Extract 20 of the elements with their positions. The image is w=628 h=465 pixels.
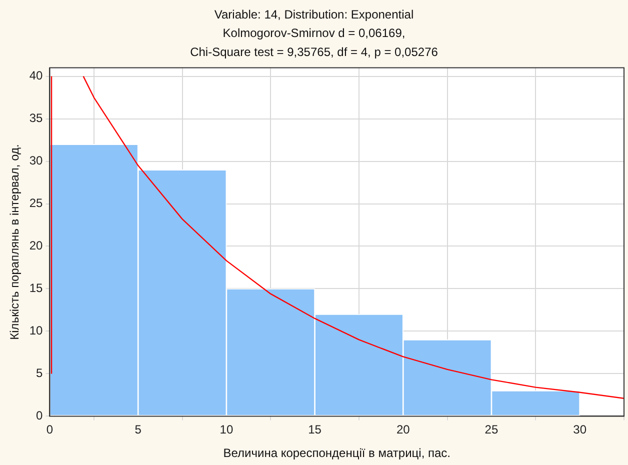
x-tick-label: 15	[308, 422, 322, 437]
x-tick-label: 20	[396, 422, 410, 437]
chart-subtitle: Kolmogorov-Smirnov d = 0,06169, Chi-Square test = 9,35765, df = 4, p = 0,05276	[190, 26, 438, 59]
y-tick-label: 30	[29, 154, 44, 168]
y-tick-label: 20	[29, 238, 44, 253]
y-axis-title: Кількість пораплянь в інтервал, од.	[8, 144, 22, 340]
x-tick-label: 5	[134, 422, 142, 437]
x-tick-label: 10	[220, 422, 234, 437]
chart-title: Variable: 14, Distribution: Exponential	[214, 8, 414, 22]
y-tick-label: 40	[29, 68, 44, 83]
y-tick-label: 25	[29, 196, 44, 210]
y-tick-label: 10	[29, 324, 44, 338]
x-tick-label: 25	[484, 422, 498, 437]
y-tick-label: 5	[36, 366, 44, 380]
y-tick-label: 0	[36, 408, 44, 423]
y-tick-label: 15	[29, 281, 44, 296]
x-axis-title: Величина кореспонденції в матриці, пас.	[223, 446, 450, 460]
x-tick-label: 30	[573, 422, 587, 437]
x-tick-label: 0	[46, 422, 54, 437]
y-tick-label: 35	[29, 111, 44, 126]
